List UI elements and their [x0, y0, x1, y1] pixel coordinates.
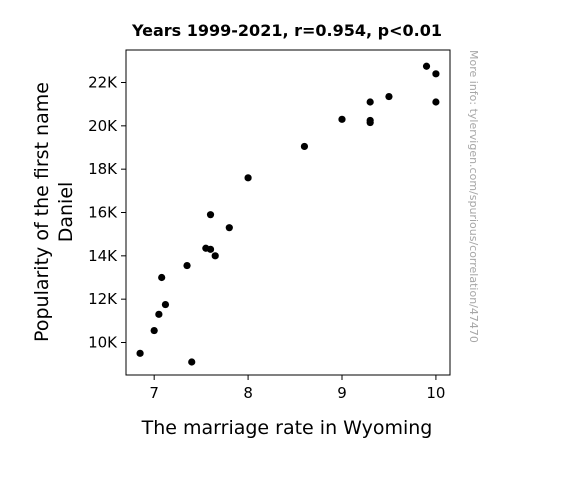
plot-area-frame — [125, 49, 451, 376]
scatter-point — [225, 224, 233, 232]
y-tick-label: 10K — [88, 334, 118, 352]
scatter-point — [183, 261, 191, 270]
y-axis: 10K 12K 14K 16K 18K 20K 22K — [88, 74, 126, 352]
scatter-point — [432, 98, 440, 106]
y-tick-label: 14K — [88, 247, 118, 265]
source-note: More info: tylervigen.com/spurious/corre… — [467, 50, 480, 343]
scatter-point — [422, 62, 431, 70]
x-tick-label: 9 — [337, 384, 347, 402]
scatter-point — [136, 349, 144, 357]
scatter-point — [150, 326, 158, 335]
scatter-point — [432, 70, 440, 78]
x-tick-label: 8 — [243, 384, 253, 402]
scatter-point — [366, 118, 374, 127]
scatter-point — [155, 310, 163, 318]
x-axis-label: The marriage rate in Wyoming — [141, 417, 433, 439]
chart-title: Years 1999-2021, r=0.954, p<0.01 — [131, 21, 442, 40]
y-tick-label: 22K — [88, 74, 118, 92]
x-tick-label: 10 — [426, 384, 445, 402]
y-tick-label: 20K — [88, 117, 118, 135]
y-tick-label: 16K — [88, 204, 118, 222]
x-tick-label: 7 — [149, 384, 159, 402]
scatter-point — [366, 98, 374, 106]
y-tick-label: 12K — [88, 290, 118, 308]
y-tick-label: 18K — [88, 160, 118, 178]
scatter-point — [385, 92, 393, 101]
y-axis-label-line-2: Daniel — [55, 182, 77, 243]
scatter-point — [188, 358, 196, 366]
scatter-point — [161, 300, 170, 309]
scatter-point — [244, 174, 252, 182]
scatter-point — [158, 273, 166, 282]
scatter-point — [206, 245, 215, 253]
x-axis: 7 8 9 10 — [149, 375, 445, 402]
y-axis-label-line-1: Popularity of the first name — [31, 82, 53, 342]
scatter-point — [300, 142, 309, 151]
scatter-point — [211, 252, 219, 260]
scatter-point — [206, 211, 215, 219]
scatter-point — [338, 115, 346, 123]
data-points — [136, 62, 440, 366]
